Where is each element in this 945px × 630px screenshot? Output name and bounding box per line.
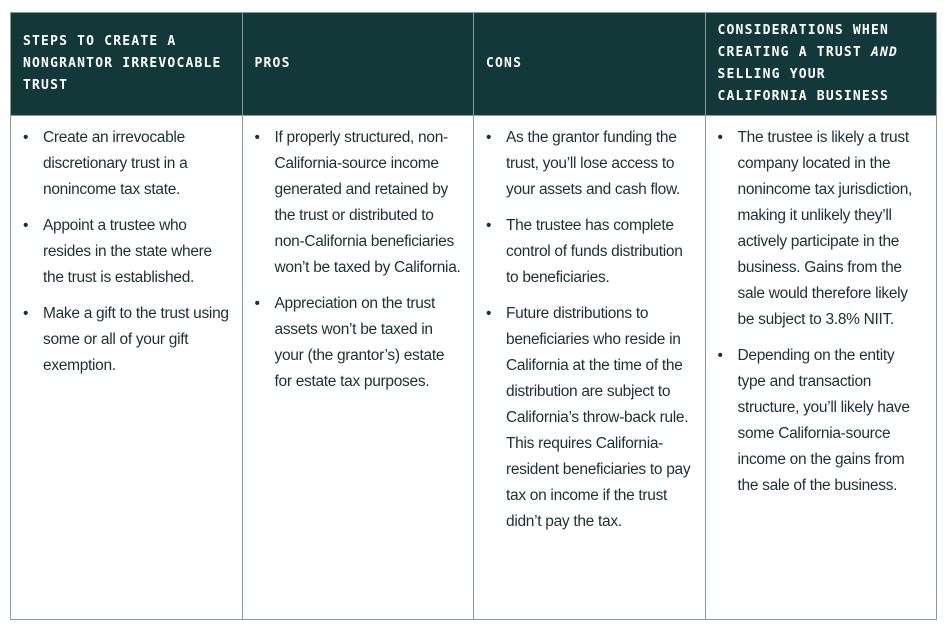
list-item-text: The trustee is likely a trust company lo…	[737, 129, 913, 328]
bullet-list: • The trustee is likely a trust company l…	[718, 125, 927, 499]
list-item: • The trustee has complete control of fun…	[486, 213, 695, 291]
bullet-list: • As the grantor funding the trust, you’l…	[486, 125, 695, 535]
list-item: • Make a gift to the trust using some or …	[23, 301, 232, 379]
bullet-icon: •	[717, 129, 723, 146]
header-pros: PROS	[241, 12, 474, 116]
list-item: • Appoint a trustee who resides in the st…	[23, 213, 232, 291]
cell-pros: • If properly structured, non-California-…	[241, 115, 474, 620]
list-item-text: Depending on the entity type and transac…	[737, 347, 911, 494]
list-item-text: If properly structured, non-California-s…	[274, 129, 461, 276]
list-item: • Future distributions to beneficiaries w…	[486, 301, 695, 535]
bullet-list: • Create an irrevocable discretionary tru…	[23, 125, 232, 379]
list-item-text: Future distributions to beneficiaries wh…	[506, 305, 691, 530]
list-item-text: Appoint a trustee who resides in the sta…	[43, 217, 212, 286]
list-item-text: As the grantor funding the trust, you’ll…	[506, 129, 680, 198]
bullet-icon: •	[486, 129, 492, 146]
list-item: • Create an irrevocable discretionary tru…	[23, 125, 232, 203]
header-steps: STEPS TO CREATE A NONGRANTOR IRREVOCABLE…	[10, 12, 243, 116]
bullet-icon: •	[486, 217, 492, 234]
header-considerations-post: SELLING YOUR CALIFORNIA BUSINESS	[717, 67, 890, 104]
header-cons: CONS	[473, 12, 706, 116]
header-considerations-em: AND	[870, 45, 899, 60]
bullet-icon: •	[717, 347, 723, 364]
list-item: • Appreciation on the trust assets won’t …	[255, 291, 464, 395]
list-item-text: Appreciation on the trust assets won’t b…	[274, 295, 445, 390]
body-row: • Create an irrevocable discretionary tru…	[10, 115, 937, 620]
header-considerations-pre: CONSIDERATIONS WHEN CREATING A TRUST	[717, 23, 890, 60]
cell-steps: • Create an irrevocable discretionary tru…	[10, 115, 243, 620]
bullet-list: • If properly structured, non-California-…	[255, 125, 464, 395]
list-item: • As the grantor funding the trust, you’l…	[486, 125, 695, 203]
list-item: • Depending on the entity type and transa…	[718, 343, 927, 499]
cell-considerations: • The trustee is likely a trust company l…	[704, 115, 937, 620]
bullet-icon: •	[254, 295, 260, 312]
bullet-icon: •	[254, 129, 260, 146]
bullet-icon: •	[23, 217, 29, 234]
bullet-icon: •	[23, 129, 29, 146]
list-item-text: The trustee has complete control of fund…	[506, 217, 683, 286]
list-item-text: Make a gift to the trust using some or a…	[43, 305, 229, 374]
bullet-icon: •	[23, 305, 29, 322]
list-item: • The trustee is likely a trust company l…	[718, 125, 927, 333]
list-item-text: Create an irrevocable discretionary trus…	[43, 129, 188, 198]
cell-cons: • As the grantor funding the trust, you’l…	[473, 115, 706, 620]
header-row: STEPS TO CREATE A NONGRANTOR IRREVOCABLE…	[10, 12, 937, 116]
header-considerations: CONSIDERATIONS WHEN CREATING A TRUST AND…	[704, 12, 937, 116]
trust-comparison-table: STEPS TO CREATE A NONGRANTOR IRREVOCABLE…	[10, 12, 937, 620]
list-item: • If properly structured, non-California-…	[255, 125, 464, 281]
bullet-icon: •	[486, 305, 492, 322]
